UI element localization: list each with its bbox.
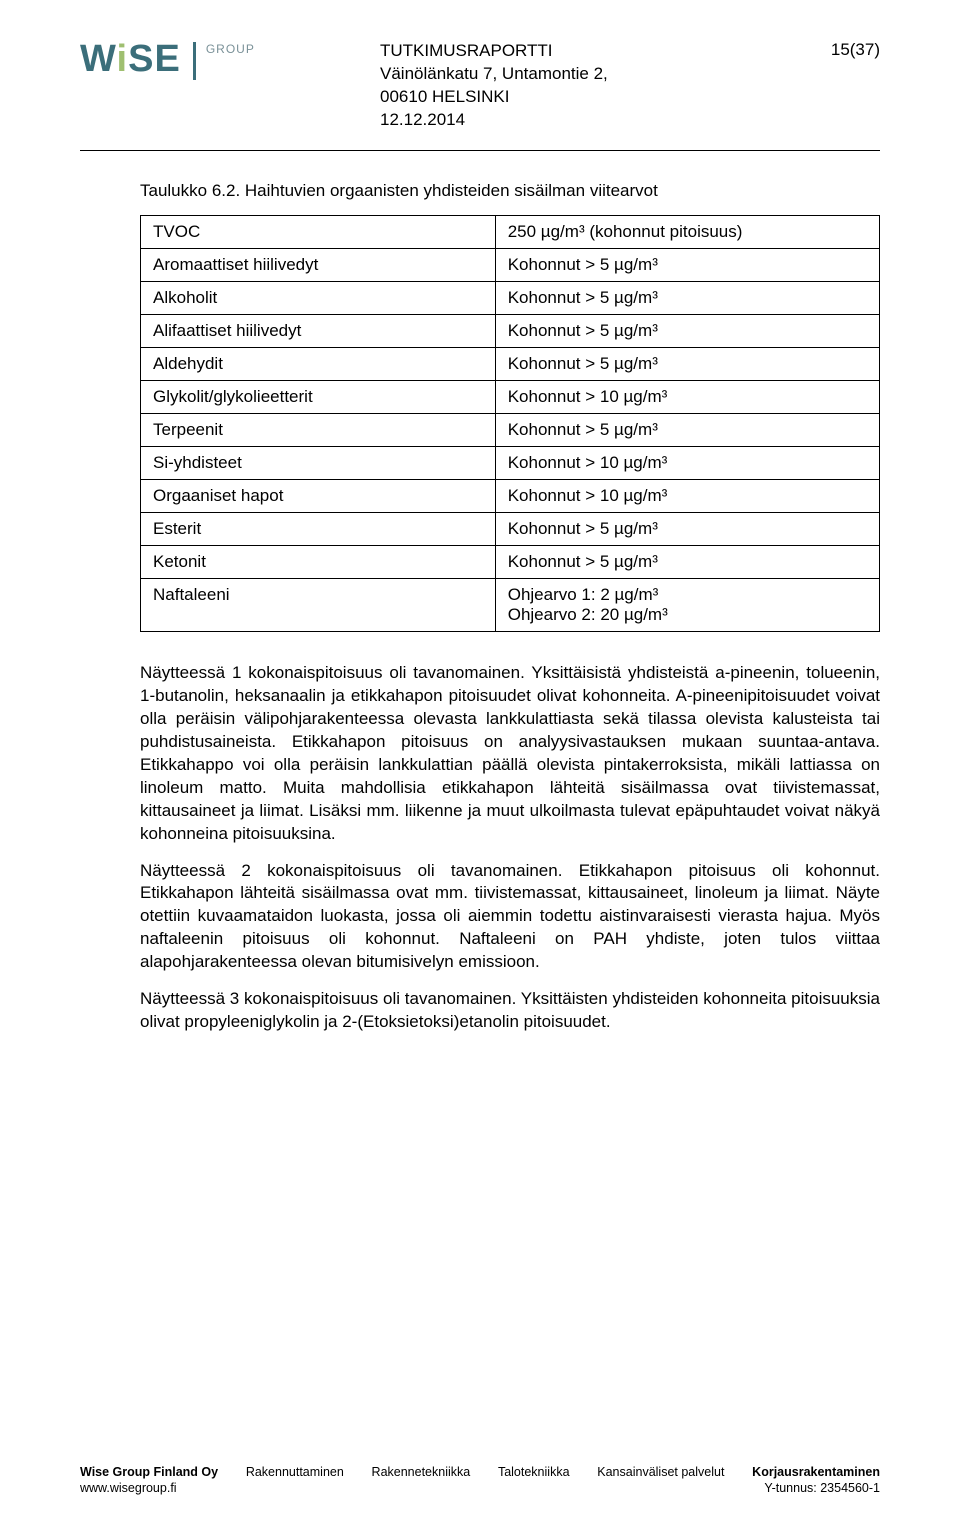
compound-value-cell: Ohjearvo 1: 2 µg/m³Ohjearvo 2: 20 µg/m³ [495,579,879,632]
page-footer: Wise Group Finland Oy Rakennuttaminen Ra… [80,1465,880,1495]
page: WiSE GROUP TUTKIMUSRAPORTTI Väinölänkatu… [0,0,960,1519]
compound-value-cell: 250 µg/m³ (kohonnut pitoisuus) [495,216,879,249]
logo-part: SE [128,38,181,80]
compound-name-cell: Alkoholit [141,282,496,315]
logo: WiSE GROUP [80,40,255,80]
footer-service: Kansainväliset palvelut [597,1465,724,1479]
compound-name-cell: Si-yhdisteet [141,447,496,480]
footer-service-bold: Korjausrakentaminen [752,1465,880,1479]
compound-name-cell: Aldehydit [141,348,496,381]
table-caption: Taulukko 6.2. Haihtuvien orgaanisten yhd… [140,181,880,201]
compound-value-cell: Kohonnut > 5 µg/m³ [495,546,879,579]
compound-value-cell: Kohonnut > 10 µg/m³ [495,480,879,513]
table-row: KetonitKohonnut > 5 µg/m³ [141,546,880,579]
content-area: Taulukko 6.2. Haihtuvien orgaanisten yhd… [140,181,880,1034]
compound-value-cell: Kohonnut > 5 µg/m³ [495,249,879,282]
footer-row-meta: www.wisegroup.fi Y-tunnus: 2354560-1 [80,1481,880,1495]
footer-service: Talotekniikka [498,1465,570,1479]
compound-name-cell: Glykolit/glykolieetterit [141,381,496,414]
footer-service: Rakennetekniikka [372,1465,471,1479]
table-row: EsteritKohonnut > 5 µg/m³ [141,513,880,546]
logo-wordmark: WiSE [80,40,181,78]
page-number: 15(37) [831,40,880,60]
compound-name-cell: Naftaleeni [141,579,496,632]
footer-service: Rakennuttaminen [246,1465,344,1479]
compound-name-cell: Orgaaniset hapot [141,480,496,513]
report-date: 12.12.2014 [380,109,608,132]
footer-row-services: Wise Group Finland Oy Rakennuttaminen Ra… [80,1465,880,1479]
table-row: Orgaaniset hapotKohonnut > 10 µg/m³ [141,480,880,513]
compound-value-cell: Kohonnut > 10 µg/m³ [495,447,879,480]
footer-website: www.wisegroup.fi [80,1481,177,1495]
compound-value-cell: Kohonnut > 5 µg/m³ [495,513,879,546]
footer-company: Wise Group Finland Oy [80,1465,218,1479]
logo-part: W [80,38,117,80]
compound-name-cell: Aromaattiset hiilivedyt [141,249,496,282]
table-row: TerpeenitKohonnut > 5 µg/m³ [141,414,880,447]
header-divider [80,150,880,151]
table-row: AldehyditKohonnut > 5 µg/m³ [141,348,880,381]
table-row: Aromaattiset hiilivedytKohonnut > 5 µg/m… [141,249,880,282]
compound-value-cell: Kohonnut > 5 µg/m³ [495,348,879,381]
report-address-line1: Väinölänkatu 7, Untamontie 2, [380,63,608,86]
compound-value-cell: Kohonnut > 10 µg/m³ [495,381,879,414]
logo-divider [193,42,196,80]
compound-value-cell: Kohonnut > 5 µg/m³ [495,282,879,315]
header-center-block: TUTKIMUSRAPORTTI Väinölänkatu 7, Untamon… [380,40,608,132]
body-paragraph: Näytteessä 3 kokonaispitoisuus oli tavan… [140,988,880,1034]
table-row: NaftaleeniOhjearvo 1: 2 µg/m³Ohjearvo 2:… [141,579,880,632]
table-row: Si-yhdisteetKohonnut > 10 µg/m³ [141,447,880,480]
logo-subtext: GROUP [206,42,255,56]
compound-name-cell: TVOC [141,216,496,249]
table-row: Alifaattiset hiilivedytKohonnut > 5 µg/m… [141,315,880,348]
table-row: TVOC250 µg/m³ (kohonnut pitoisuus) [141,216,880,249]
compound-name-cell: Ketonit [141,546,496,579]
footer-ytunnus: Y-tunnus: 2354560-1 [764,1481,880,1495]
compound-table: TVOC250 µg/m³ (kohonnut pitoisuus)Aromaa… [140,215,880,632]
table-row: Glykolit/glykolieetteritKohonnut > 10 µg… [141,381,880,414]
compound-name-cell: Terpeenit [141,414,496,447]
report-title: TUTKIMUSRAPORTTI [380,40,608,63]
page-header: WiSE GROUP TUTKIMUSRAPORTTI Väinölänkatu… [80,40,880,150]
body-text: Näytteessä 1 kokonaispitoisuus oli tavan… [140,662,880,1034]
logo-accent: i [117,38,129,80]
compound-name-cell: Esterit [141,513,496,546]
compound-value-cell: Kohonnut > 5 µg/m³ [495,414,879,447]
report-address-line2: 00610 HELSINKI [380,86,608,109]
body-paragraph: Näytteessä 2 kokonaispitoisuus oli tavan… [140,860,880,975]
table-row: AlkoholitKohonnut > 5 µg/m³ [141,282,880,315]
compound-name-cell: Alifaattiset hiilivedyt [141,315,496,348]
body-paragraph: Näytteessä 1 kokonaispitoisuus oli tavan… [140,662,880,846]
compound-value-cell: Kohonnut > 5 µg/m³ [495,315,879,348]
